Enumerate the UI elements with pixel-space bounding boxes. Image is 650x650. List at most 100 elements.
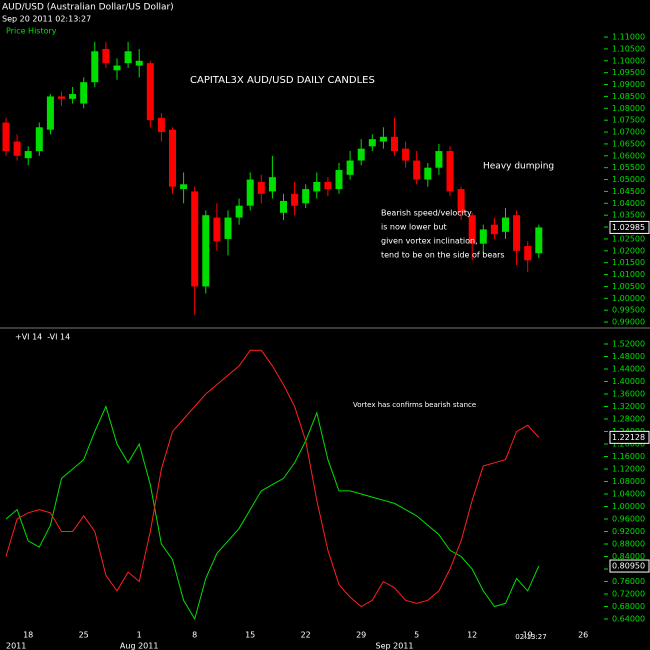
candle-body: [202, 215, 210, 287]
candle-body: [413, 160, 421, 180]
annotation: CAPITAL3X AUD/USD DAILY CANDLES: [190, 75, 375, 86]
candle-body: [535, 227, 543, 254]
y-tick-label: 1.07000: [612, 128, 645, 137]
x-tick-label: 5: [414, 631, 419, 640]
y-tick-label: 1.40000: [612, 377, 645, 386]
y-tick-label: 0.96000: [612, 515, 645, 524]
candle-body: [513, 215, 521, 251]
candle-body: [24, 151, 32, 159]
y-tick-label: 1.08000: [612, 104, 645, 113]
y-tick-label: 1.04000: [612, 199, 645, 208]
y-tick-label: 1.08500: [612, 92, 645, 101]
candle-body: [180, 184, 188, 190]
candle-body: [246, 179, 254, 206]
x-tick-label: 25: [79, 631, 89, 640]
candle-body: [346, 160, 354, 175]
y-tick-label: 1.02000: [612, 246, 645, 255]
candle-body: [113, 65, 121, 71]
last-value-label: 1.02985: [612, 223, 645, 232]
y-tick-label: 1.16000: [612, 452, 645, 461]
y-tick-label: 1.06000: [612, 151, 645, 160]
y-tick-label: 1.12000: [612, 465, 645, 474]
candle-body: [313, 181, 321, 192]
y-tick-label: 1.10000: [612, 56, 645, 65]
y-tick-label: 1.32000: [612, 402, 645, 411]
y-tick-label: 1.08000: [612, 477, 645, 486]
annotation: Bearish speed/velocity: [381, 209, 472, 218]
last-value-box: [609, 220, 650, 234]
candle-body: [213, 217, 221, 242]
candle-body: [302, 189, 310, 204]
x-period-label: 2011: [6, 642, 26, 650]
candle-body: [135, 60, 143, 66]
y-tick-label: 1.20000: [612, 440, 645, 449]
annotation: is now lower but: [381, 223, 447, 232]
y-tick-label: 1.01000: [612, 270, 645, 279]
y-tick-label: 1.02500: [612, 234, 645, 243]
y-tick-label: 1.00500: [612, 282, 645, 291]
annotation: given vortex inclination,: [381, 237, 478, 246]
candle-body: [446, 151, 454, 192]
candle-body: [379, 136, 387, 142]
candle-body: [402, 148, 410, 161]
y-tick-label: 1.44000: [612, 365, 645, 374]
y-tick-label: 1.04500: [612, 187, 645, 196]
y-tick-label: 1.07500: [612, 116, 645, 125]
candle-body: [324, 181, 332, 190]
vi-line: [5, 349, 540, 608]
y-tick-label: 1.48000: [612, 352, 645, 361]
x-tick-label: 19: [523, 631, 533, 640]
candle-body: [257, 181, 265, 194]
y-tick-label: 1.05000: [612, 175, 645, 184]
y-tick-label: 1.03500: [612, 211, 645, 220]
annotation: tend to be on the side of bears: [381, 251, 505, 260]
y-tick-label: 1.52000: [612, 340, 645, 349]
candle-body: [2, 122, 10, 152]
candle-body: [291, 193, 299, 206]
x-tick-label: 26: [578, 631, 588, 640]
last-value-label: 0.80950: [612, 562, 645, 571]
y-tick-label: 1.00000: [612, 294, 645, 303]
y-tick-label: 1.09000: [612, 80, 645, 89]
annotation: Heavy dumping: [483, 162, 554, 172]
y-tick-label: 0.92000: [612, 527, 645, 536]
candle-body: [35, 127, 43, 152]
candle-body: [46, 96, 54, 130]
x-tick-label: 15: [245, 631, 255, 640]
chart-subtitle: Sep 20 2011 02:13:27: [2, 15, 91, 24]
candle-body: [13, 141, 21, 156]
time-label: 02:13:27: [515, 633, 546, 641]
candle-body: [468, 215, 476, 244]
legend-entry: -VI 14: [47, 333, 70, 342]
legend-entry: +VI 14: [15, 333, 42, 342]
y-tick-label: 0.99000: [612, 318, 645, 327]
x-tick-label: 18: [23, 631, 33, 640]
y-tick-label: 1.06500: [612, 139, 645, 148]
candle-body: [435, 151, 443, 168]
candle-body: [357, 148, 365, 161]
candle-body: [146, 63, 154, 121]
candle-body: [224, 217, 232, 239]
y-tick-label: 0.76000: [612, 577, 645, 586]
x-period-label: Sep 2011: [376, 642, 414, 650]
x-period-label: Aug 2011: [120, 642, 159, 650]
vi-line: [5, 405, 540, 621]
y-tick-label: 0.64000: [612, 615, 645, 624]
candle-body: [391, 136, 398, 152]
candle-body: [457, 189, 465, 213]
candle-body: [280, 200, 287, 213]
last-value-box: [609, 430, 650, 444]
x-tick-label: 12: [467, 631, 477, 640]
last-value-label: 1.22128: [612, 433, 645, 442]
x-tick-label: 8: [192, 631, 197, 640]
y-tick-label: 0.72000: [612, 590, 645, 599]
x-tick-label: 1: [137, 631, 142, 640]
candle-body: [479, 229, 487, 244]
candle-body: [58, 96, 65, 99]
y-tick-label: 0.68000: [612, 602, 645, 611]
last-value-box: [609, 559, 650, 573]
candle-body: [157, 117, 165, 133]
chart-title: AUD/USD (Australian Dollar/US Dollar): [2, 3, 174, 13]
y-tick-label: 1.11000: [612, 33, 645, 42]
